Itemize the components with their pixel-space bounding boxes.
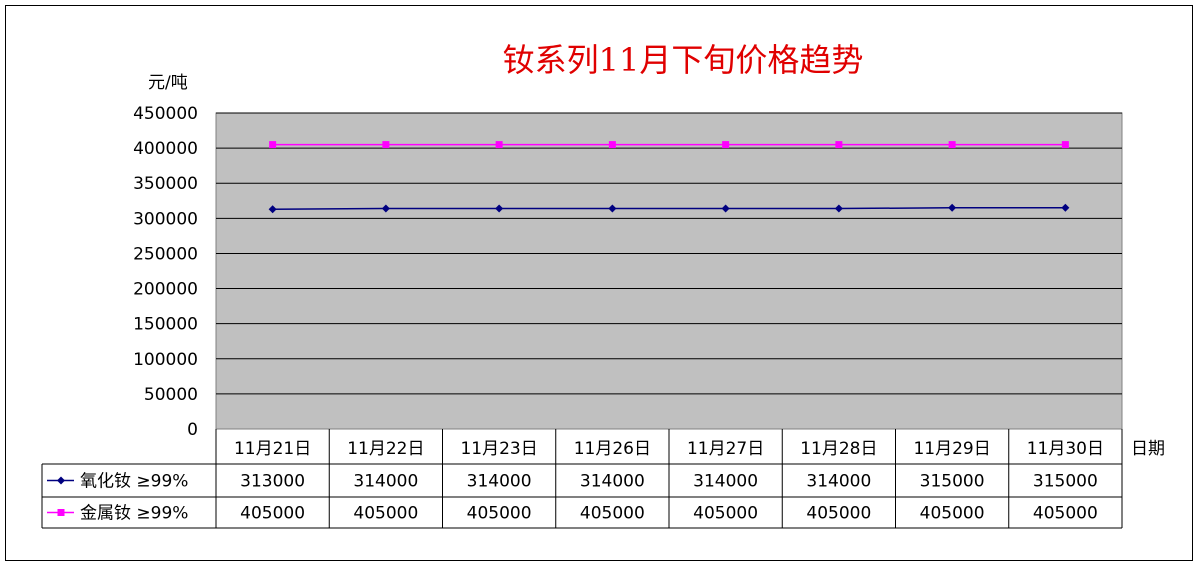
- x-tick-label: 11月29日: [913, 439, 990, 459]
- data-table-cell: 314000: [693, 472, 758, 492]
- y-tick-label: 50000: [144, 385, 198, 405]
- data-table-cell: 405000: [580, 504, 645, 524]
- chart-title: 钕系列11月下旬价格趋势: [503, 41, 864, 79]
- y-tick-label: 450000: [133, 104, 198, 124]
- legend-key-marker: [57, 476, 65, 485]
- data-point: [835, 141, 843, 149]
- data-table-cell: 405000: [693, 504, 758, 524]
- data-table-cell: 314000: [580, 472, 645, 492]
- data-point: [1061, 141, 1069, 149]
- data-table-cell: 313000: [240, 472, 305, 492]
- data-point: [1061, 203, 1070, 212]
- y-tick-label: 300000: [133, 209, 198, 229]
- data-point: [722, 141, 730, 149]
- y-tick-label: 0: [187, 420, 198, 440]
- x-tick-label: 11月27日: [687, 439, 764, 459]
- legend-series-name: 氧化钕 ≥99%: [80, 472, 188, 492]
- data-point: [948, 203, 957, 212]
- series-line-1: [272, 207, 1066, 210]
- legend-key-marker: [57, 509, 65, 516]
- data-point: [608, 141, 616, 149]
- data-table-cell: 405000: [1033, 504, 1098, 524]
- x-axis-label: 日期: [1131, 439, 1165, 459]
- x-tick-label: 11月28日: [800, 439, 877, 459]
- data-table-cell: 405000: [920, 504, 985, 524]
- data-table-cell: 314000: [353, 472, 418, 492]
- y-axis-unit-label: 元/吨: [148, 73, 188, 93]
- y-tick-label: 400000: [133, 139, 198, 159]
- chart-frame: [5, 5, 1193, 561]
- data-table-cell: 315000: [920, 472, 985, 492]
- data-point: [608, 204, 617, 213]
- legend-series-name: 金属钕 ≥99%: [80, 504, 188, 524]
- plot-area: [215, 112, 1123, 430]
- y-tick-label: 250000: [133, 244, 198, 264]
- data-point: [721, 204, 730, 213]
- data-point: [495, 204, 504, 213]
- data-point: [268, 205, 277, 214]
- y-tick-label: 350000: [133, 174, 198, 194]
- x-tick-label: 11月21日: [234, 439, 311, 459]
- y-tick-label: 100000: [133, 350, 198, 370]
- data-table-cell: 405000: [467, 504, 532, 524]
- x-tick-label: 11月26日: [574, 439, 651, 459]
- data-point: [381, 204, 390, 213]
- data-point: [948, 141, 956, 149]
- y-tick-label: 200000: [133, 280, 198, 300]
- y-tick-label: 150000: [133, 315, 198, 335]
- x-tick-label: 11月23日: [460, 439, 537, 459]
- x-tick-label: 11月30日: [1027, 439, 1104, 459]
- x-tick-label: 11月22日: [347, 439, 424, 459]
- data-table-cell: 314000: [467, 472, 532, 492]
- data-table-cell: 314000: [806, 472, 871, 492]
- data-table-cell: 315000: [1033, 472, 1098, 492]
- data-point: [834, 204, 843, 213]
- data-table-cell: 405000: [806, 504, 871, 524]
- data-table-cell: 405000: [240, 504, 305, 524]
- data-point: [495, 141, 503, 149]
- data-point: [269, 141, 277, 149]
- data-table-cell: 405000: [353, 504, 418, 524]
- data-point: [382, 141, 390, 149]
